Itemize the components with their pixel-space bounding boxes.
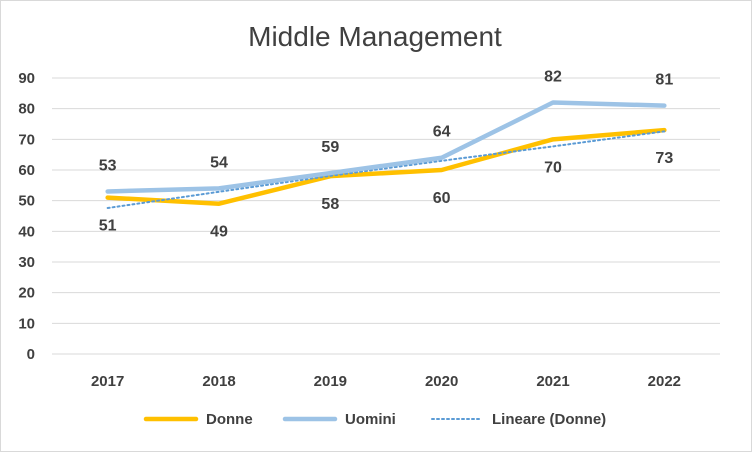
x-axis-ticks: 2017 2018 2019 2020 2021 2022 <box>91 373 681 390</box>
y-tick-label: 50 <box>18 193 35 210</box>
data-label-uomini: 53 <box>99 157 117 174</box>
x-tick-label: 2020 <box>425 373 458 390</box>
x-tick-label: 2018 <box>202 373 235 390</box>
data-label-uomini: 64 <box>433 124 451 141</box>
y-tick-label: 60 <box>18 162 35 179</box>
data-label-uomini: 81 <box>655 72 673 89</box>
x-tick-label: 2022 <box>648 373 681 390</box>
legend-label: Lineare (Donne) <box>492 411 606 428</box>
y-tick-label: 30 <box>18 254 35 271</box>
data-label-donne: 58 <box>321 196 339 213</box>
series-line-lineare-donne <box>106 130 666 210</box>
y-tick-label: 70 <box>18 131 35 148</box>
data-labels: 51 49 58 60 70 73 53 54 59 64 82 81 <box>99 69 674 241</box>
y-tick-label: 40 <box>18 223 35 240</box>
data-label-uomini: 54 <box>210 154 228 171</box>
y-tick-label: 0 <box>27 346 35 363</box>
y-tick-label: 10 <box>18 315 35 332</box>
x-tick-label: 2019 <box>314 373 347 390</box>
y-tick-label: 20 <box>18 285 35 302</box>
x-tick-label: 2017 <box>91 373 124 390</box>
data-label-uomini: 59 <box>321 139 339 156</box>
legend-label: Uomini <box>345 411 396 428</box>
data-label-donne: 49 <box>210 224 228 241</box>
series-lines <box>105 100 667 210</box>
data-label-uomini: 82 <box>544 69 562 86</box>
series-line-donne <box>105 127 667 206</box>
data-label-donne: 51 <box>99 218 117 235</box>
gridlines <box>52 77 720 355</box>
series-line-uomini <box>105 100 667 194</box>
data-label-donne: 60 <box>433 190 451 207</box>
legend-label: Donne <box>206 411 253 428</box>
y-tick-label: 80 <box>18 101 35 118</box>
y-tick-label: 90 <box>18 70 35 87</box>
x-tick-label: 2021 <box>536 373 569 390</box>
y-axis-ticks: 0 10 20 30 40 50 60 70 80 90 <box>18 70 35 363</box>
data-label-donne: 70 <box>544 159 562 176</box>
data-label-donne: 73 <box>655 150 673 167</box>
legend: Donne Uomini Lineare (Donne) <box>143 411 606 428</box>
chart-title: Middle Management <box>248 21 502 52</box>
